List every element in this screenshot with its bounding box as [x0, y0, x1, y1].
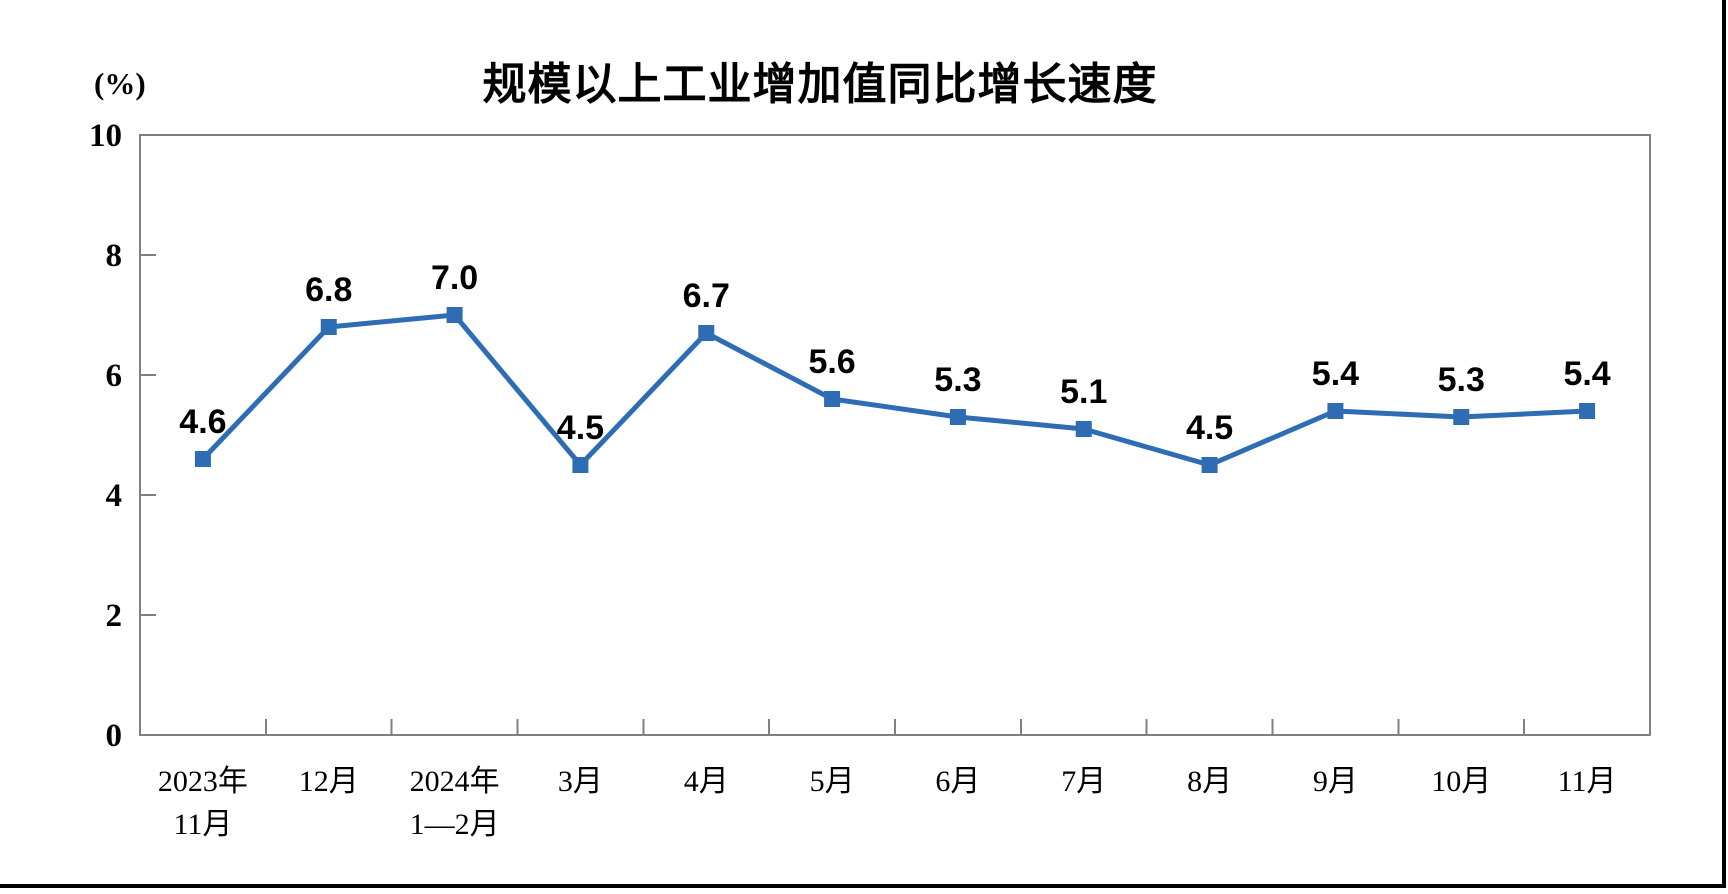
- data-point-marker: [1201, 457, 1218, 473]
- data-point-marker: [194, 451, 211, 467]
- x-axis-label: 11月: [173, 808, 232, 841]
- plot-area-border: [139, 134, 1651, 736]
- data-point-marker: [572, 457, 589, 473]
- data-point-marker: [1075, 421, 1092, 437]
- x-axis-label: 10月: [1431, 765, 1491, 798]
- chart-title: 规模以上工业增加值同比增长速度: [482, 60, 1158, 109]
- y-axis-tick-label: 4: [106, 478, 123, 514]
- right-border: [1722, 0, 1726, 888]
- y-axis-unit-label: (%): [94, 66, 146, 101]
- x-axis-label: 5月: [810, 765, 855, 798]
- y-axis-tick-label: 2: [106, 598, 123, 634]
- x-axis-label: 4月: [684, 765, 729, 798]
- x-axis-label: 3月: [558, 765, 603, 798]
- data-point-marker: [446, 307, 463, 323]
- data-value-label: 5.4: [1312, 355, 1359, 393]
- data-value-label: 4.6: [179, 403, 226, 441]
- data-value-label: 5.4: [1563, 355, 1610, 393]
- y-axis-tick-label: 8: [106, 238, 123, 274]
- y-axis-tick-label: 6: [106, 358, 123, 394]
- bottom-divider: [0, 884, 1726, 888]
- data-point-marker: [824, 391, 841, 407]
- data-value-label: 4.5: [1186, 409, 1233, 447]
- data-point-marker: [1453, 409, 1470, 425]
- data-value-label: 5.1: [1060, 373, 1107, 411]
- data-value-label: 7.0: [431, 259, 478, 297]
- x-axis-label: 12月: [299, 765, 359, 798]
- data-value-label: 5.6: [808, 343, 855, 381]
- data-value-label: 5.3: [1438, 361, 1485, 399]
- x-axis-label: 8月: [1187, 765, 1232, 798]
- x-axis-label: 1—2月: [410, 808, 500, 841]
- data-point-marker: [1327, 403, 1344, 419]
- data-point-marker: [1579, 403, 1596, 419]
- y-axis-tick-label: 0: [106, 718, 123, 754]
- y-axis-tick-label: 10: [89, 118, 122, 154]
- x-axis-label: 6月: [935, 765, 980, 798]
- data-value-label: 5.3: [934, 361, 981, 399]
- data-point-marker: [698, 325, 715, 341]
- data-point-marker: [320, 319, 337, 335]
- data-value-label: 6.7: [683, 277, 730, 315]
- series-line: [200, 312, 1590, 468]
- data-point-marker: [949, 409, 966, 425]
- x-axis-label: 2024年: [410, 765, 500, 798]
- x-axis-label: 7月: [1061, 765, 1106, 798]
- x-axis-label: 2023年: [158, 765, 248, 798]
- x-axis-label: 11月: [1558, 765, 1617, 798]
- data-value-label: 6.8: [305, 271, 352, 309]
- x-axis-label: 9月: [1313, 765, 1358, 798]
- data-value-label: 4.5: [557, 409, 604, 447]
